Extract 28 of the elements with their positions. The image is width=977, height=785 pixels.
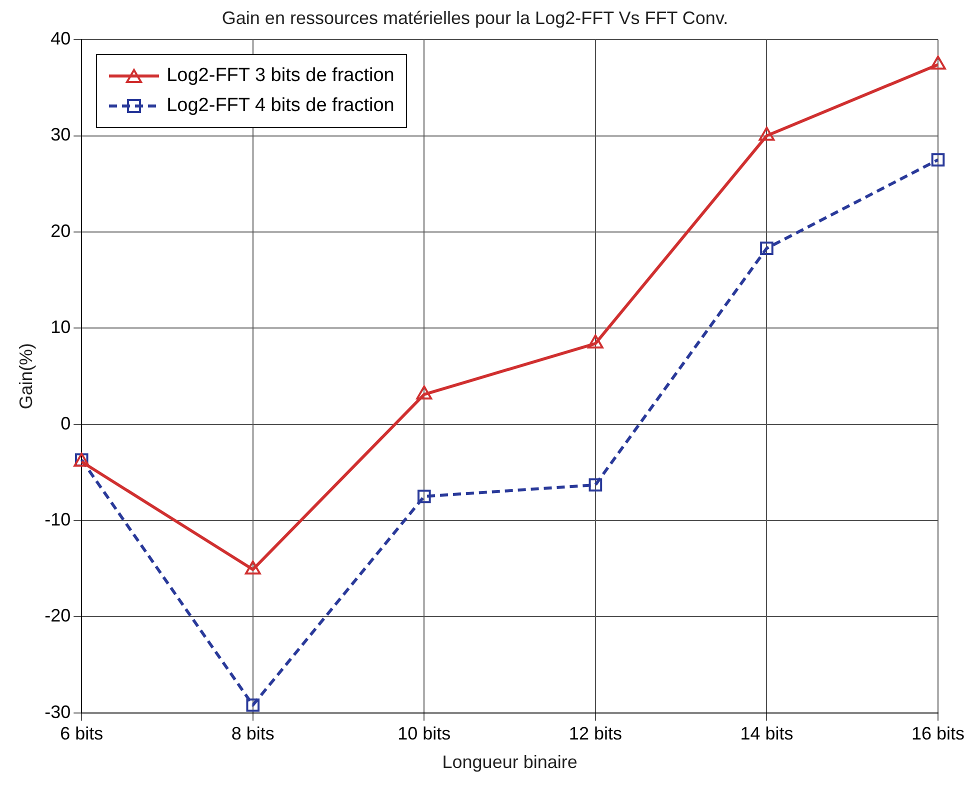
legend-label: Log2-FFT 4 bits de fraction <box>166 94 394 117</box>
y-tick-label: 0 <box>60 413 71 434</box>
y-tick-label: -30 <box>44 702 71 722</box>
y-tick-label: 20 <box>50 220 71 241</box>
point <box>588 334 604 348</box>
x-tick-label: 10 bits <box>398 724 451 744</box>
x-axis-title: Longueur binaire <box>442 752 578 772</box>
y-tick-label: 10 <box>50 317 71 338</box>
point <box>416 385 432 400</box>
x-tick-label: 6 bits <box>60 724 104 744</box>
point <box>244 560 261 575</box>
chart-title: Gain en ressources matérielles pour la Log2-FFT Vs FFT Conv. <box>222 8 728 28</box>
point <box>588 478 602 492</box>
y-tick-label: 40 <box>50 28 71 49</box>
x-tick-label: 8 bits <box>231 724 274 744</box>
x-tick-label: 12 bits <box>568 724 622 744</box>
point <box>418 490 431 504</box>
point <box>760 242 774 255</box>
x-tick-label: 16 bits <box>911 724 965 744</box>
legend-label: Log2-FFT 3 bits de fraction <box>166 64 394 87</box>
point <box>930 56 946 70</box>
point <box>758 126 775 141</box>
y-tick-label: 30 <box>50 124 71 145</box>
y-tick-label: -20 <box>44 606 71 626</box>
x-tick-label: 14 bits <box>740 724 794 744</box>
y-axis-title: Gain(%) <box>16 343 36 410</box>
y-tick-label: -10 <box>44 509 71 530</box>
point <box>246 698 260 712</box>
